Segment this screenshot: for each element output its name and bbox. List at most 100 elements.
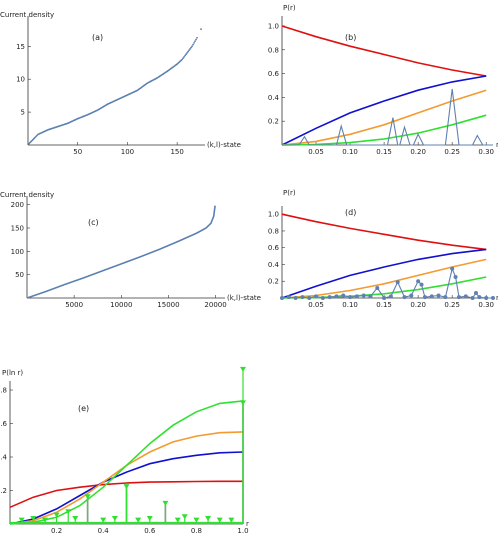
panel-e: 0.2 0.4 0.6 0.8 1.0 0.2 0.4 0.6 0.8 P(ln r) r (e) [0,366,249,535]
data-point [185,53,188,56]
data-point [286,295,291,300]
series-line [9,400,244,525]
x-tick-label: 100 [121,148,134,156]
y-tick-label: 0.4 [268,94,280,102]
x-tick-label: 0.15 [376,301,392,309]
y-tick-label: 0.8 [268,46,279,54]
marker [100,517,107,523]
data-point [280,296,284,300]
marker [228,517,235,523]
x-tick-label: 0.20 [410,148,426,156]
data-point [436,293,441,298]
data-point [186,51,189,54]
data-point [422,295,427,300]
y-tick-label: 0.2 [0,487,7,495]
x-tick-label: 0.30 [478,301,494,309]
data-point [194,40,196,43]
panel-b: 0.05 0.10 0.15 0.20 0.25 0.30 0.2 0.4 0.6 0.8 1.0 P… [268,4,498,156]
series-line [281,89,487,146]
y-tick-label: 200 [11,201,24,209]
data-point [182,57,185,60]
data-point [191,45,193,48]
data-point [190,46,192,49]
series-line [281,248,487,299]
marker [146,515,153,521]
marker [72,515,79,521]
y-axis-label: P(ln r) [2,369,23,377]
data-point [188,49,190,52]
marker [135,517,142,523]
y-tick-label: 10 [16,76,25,84]
data-point [189,48,191,50]
x-tick-label: 20000 [204,301,226,309]
y-tick-label: 1.0 [268,22,279,30]
data-point [382,296,387,300]
series-line [282,88,493,146]
x-tick-label: 0.10 [342,148,358,156]
y-tick-label: 0.6 [268,244,280,252]
x-tick-label: 150 [170,148,183,156]
panel-a: 50 100 150 5 10 15 Current density (k,l)-state (… [0,11,241,156]
marker [240,400,246,406]
x-tick-label: 0.25 [444,301,460,309]
marker [41,517,48,523]
series-line [9,480,243,509]
marker [174,517,181,523]
data-point [327,295,332,300]
data-point [456,295,461,300]
data-point [388,294,393,299]
x-tick-label: 0.4 [98,527,110,535]
data-point [193,41,195,44]
marker [181,514,188,520]
y-axis-label: Current density [0,11,54,19]
y-tick-label: 150 [11,225,24,233]
data-point [419,282,424,287]
y-tick-label: 1.0 [268,211,279,219]
data-point [470,296,475,300]
x-axis-label: r [496,294,498,302]
y-tick-label: 0.8 [0,387,7,395]
x-tick-label: 0.20 [410,301,426,309]
panel-label: (a) [92,33,103,42]
y-tick-label: 0.2 [268,278,279,286]
x-tick-label: 50 [73,148,82,156]
data-point [443,295,448,300]
x-tick-label: 5000 [65,301,83,309]
panel-d: 0.05 0.10 0.15 0.20 0.25 0.30 0.2 0.4 0.6 0.8 1.0 P… [268,189,498,309]
marker [193,517,200,523]
panel-label: (c) [88,218,99,227]
x-tick-label: 15000 [157,301,179,309]
series-line [9,451,244,525]
y-tick-label: 5 [21,109,25,117]
x-axis-label: r [496,141,498,149]
data-point [409,293,414,298]
data-point [429,294,434,299]
marker [162,500,169,506]
marker [53,512,60,518]
x-tick-label: 0.05 [308,301,324,309]
y-tick-label: 0.8 [268,227,279,235]
panel-c: 5000 10000 15000 20000 50 100 150 200 Current de… [0,191,261,309]
marker [123,484,130,490]
data-point [375,285,380,290]
data-point [348,295,353,300]
data-point [293,296,298,300]
data-point [450,266,455,271]
panel-label: (e) [78,404,89,413]
y-tick-label: 0.4 [268,261,280,269]
x-axis-label: r [246,520,249,528]
series-line [281,114,487,146]
data-point [473,290,478,295]
y-tick-label: 50 [15,271,24,279]
x-tick-label: 0.05 [308,148,324,156]
x-axis-label: (k,l)-state [227,294,261,302]
data-point [341,293,346,298]
data-point [200,28,202,31]
series-line [26,205,216,299]
data-point [416,279,421,284]
y-tick-label: 0.6 [268,70,280,78]
marker [205,515,212,521]
x-axis-label: (k,l)-state [207,141,241,149]
data-point [402,295,407,300]
